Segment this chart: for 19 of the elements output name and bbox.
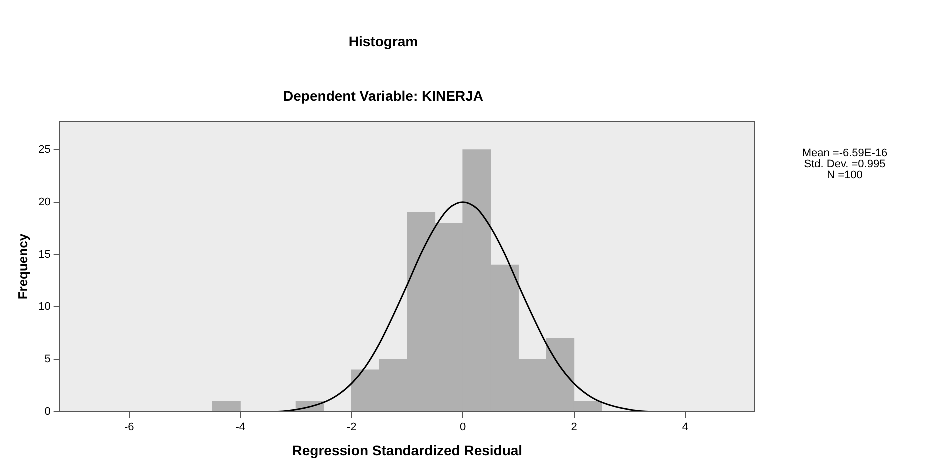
chart-title: Histogram: [348, 33, 418, 50]
y-tick-label: 20: [38, 196, 51, 208]
y-axis-title: Frequency: [15, 233, 30, 300]
x-axis-title: Regression Standardized Residual: [292, 442, 523, 458]
y-tick-label: 25: [38, 144, 51, 156]
y-tick-label: 5: [44, 354, 51, 366]
x-tick-label: -2: [346, 422, 357, 434]
y-tick-label: 0: [44, 406, 51, 418]
x-tick-label: 2: [571, 422, 578, 434]
x-tick-label: -6: [124, 422, 134, 434]
chart-subtitle: Dependent Variable: KINERJA: [284, 88, 484, 104]
text: N =100: [827, 170, 863, 182]
text: Mean =-6.59E-16: [802, 148, 888, 160]
x-tick-label: 0: [460, 422, 466, 434]
y-tick-label: 10: [38, 301, 51, 314]
y-tick-label: 15: [38, 248, 51, 261]
x-tick-label: -4: [236, 422, 246, 434]
text: Std. Dev. =0.995: [804, 158, 886, 171]
x-tick-label: 4: [682, 422, 689, 434]
